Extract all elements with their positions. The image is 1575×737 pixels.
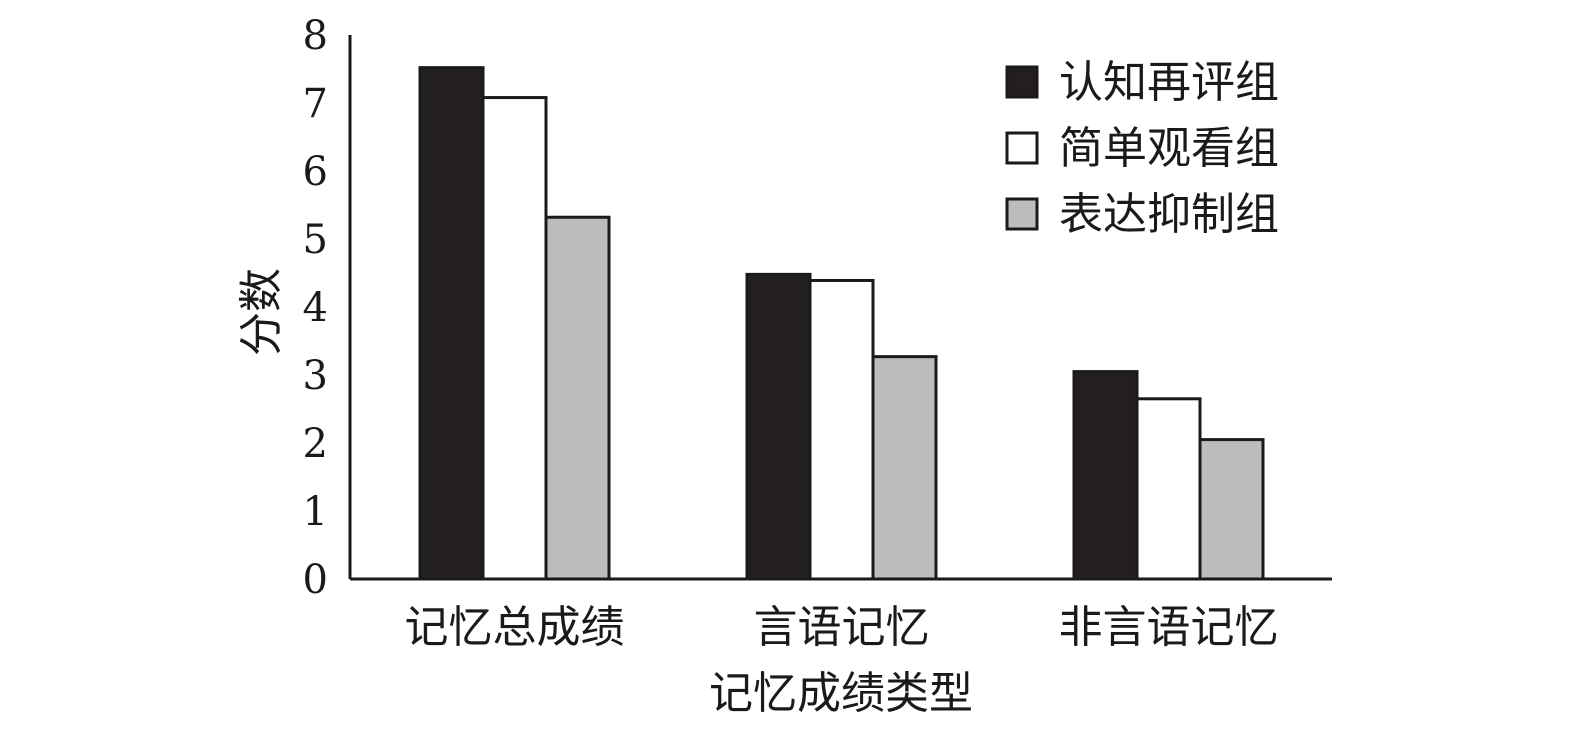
y-tick-label: 3 bbox=[303, 353, 328, 399]
x-category-label: 非言语记忆 bbox=[1059, 602, 1279, 653]
legend-swatch bbox=[1005, 131, 1039, 165]
y-tick-label: 6 bbox=[303, 149, 328, 195]
x-category-label: 言语记忆 bbox=[754, 602, 930, 653]
y-tick-label: 1 bbox=[303, 489, 328, 535]
y-tick-label: 7 bbox=[303, 81, 328, 127]
x-category-labels: 记忆总成绩 言语记忆 非言语记忆 bbox=[405, 602, 1279, 653]
legend-label: 简单观看组 bbox=[1059, 123, 1279, 174]
bar-3-series-2 bbox=[1135, 397, 1202, 581]
y-axis-title: 分数 bbox=[236, 268, 287, 356]
x-category-label: 记忆总成绩 bbox=[405, 602, 625, 653]
y-tick-label: 4 bbox=[303, 285, 328, 331]
y-tick-label: 0 bbox=[303, 557, 328, 603]
y-tick-label: 8 bbox=[303, 13, 328, 59]
bar-1-series-3 bbox=[544, 215, 611, 581]
bar-2-series-2 bbox=[808, 278, 875, 581]
legend-label: 认知再评组 bbox=[1059, 57, 1279, 108]
bar-1-series-1 bbox=[418, 66, 485, 581]
y-tick-label: 2 bbox=[303, 421, 328, 467]
bar-1-series-2 bbox=[481, 96, 548, 581]
legend-swatch bbox=[1005, 197, 1039, 231]
bars-layer bbox=[418, 66, 1265, 581]
bar-2-series-3 bbox=[871, 355, 938, 581]
legend-swatch bbox=[1005, 65, 1039, 99]
x-axis-title: 记忆成绩类型 bbox=[709, 668, 973, 719]
bar-2-series-1 bbox=[745, 272, 812, 581]
y-tick-labels: 0 1 2 3 4 5 6 7 8 bbox=[303, 13, 328, 603]
bar-3-series-1 bbox=[1072, 370, 1139, 581]
y-tick-label: 5 bbox=[303, 217, 328, 263]
bar-3-series-3 bbox=[1198, 438, 1265, 581]
legend-label: 表达抑制组 bbox=[1059, 189, 1279, 240]
